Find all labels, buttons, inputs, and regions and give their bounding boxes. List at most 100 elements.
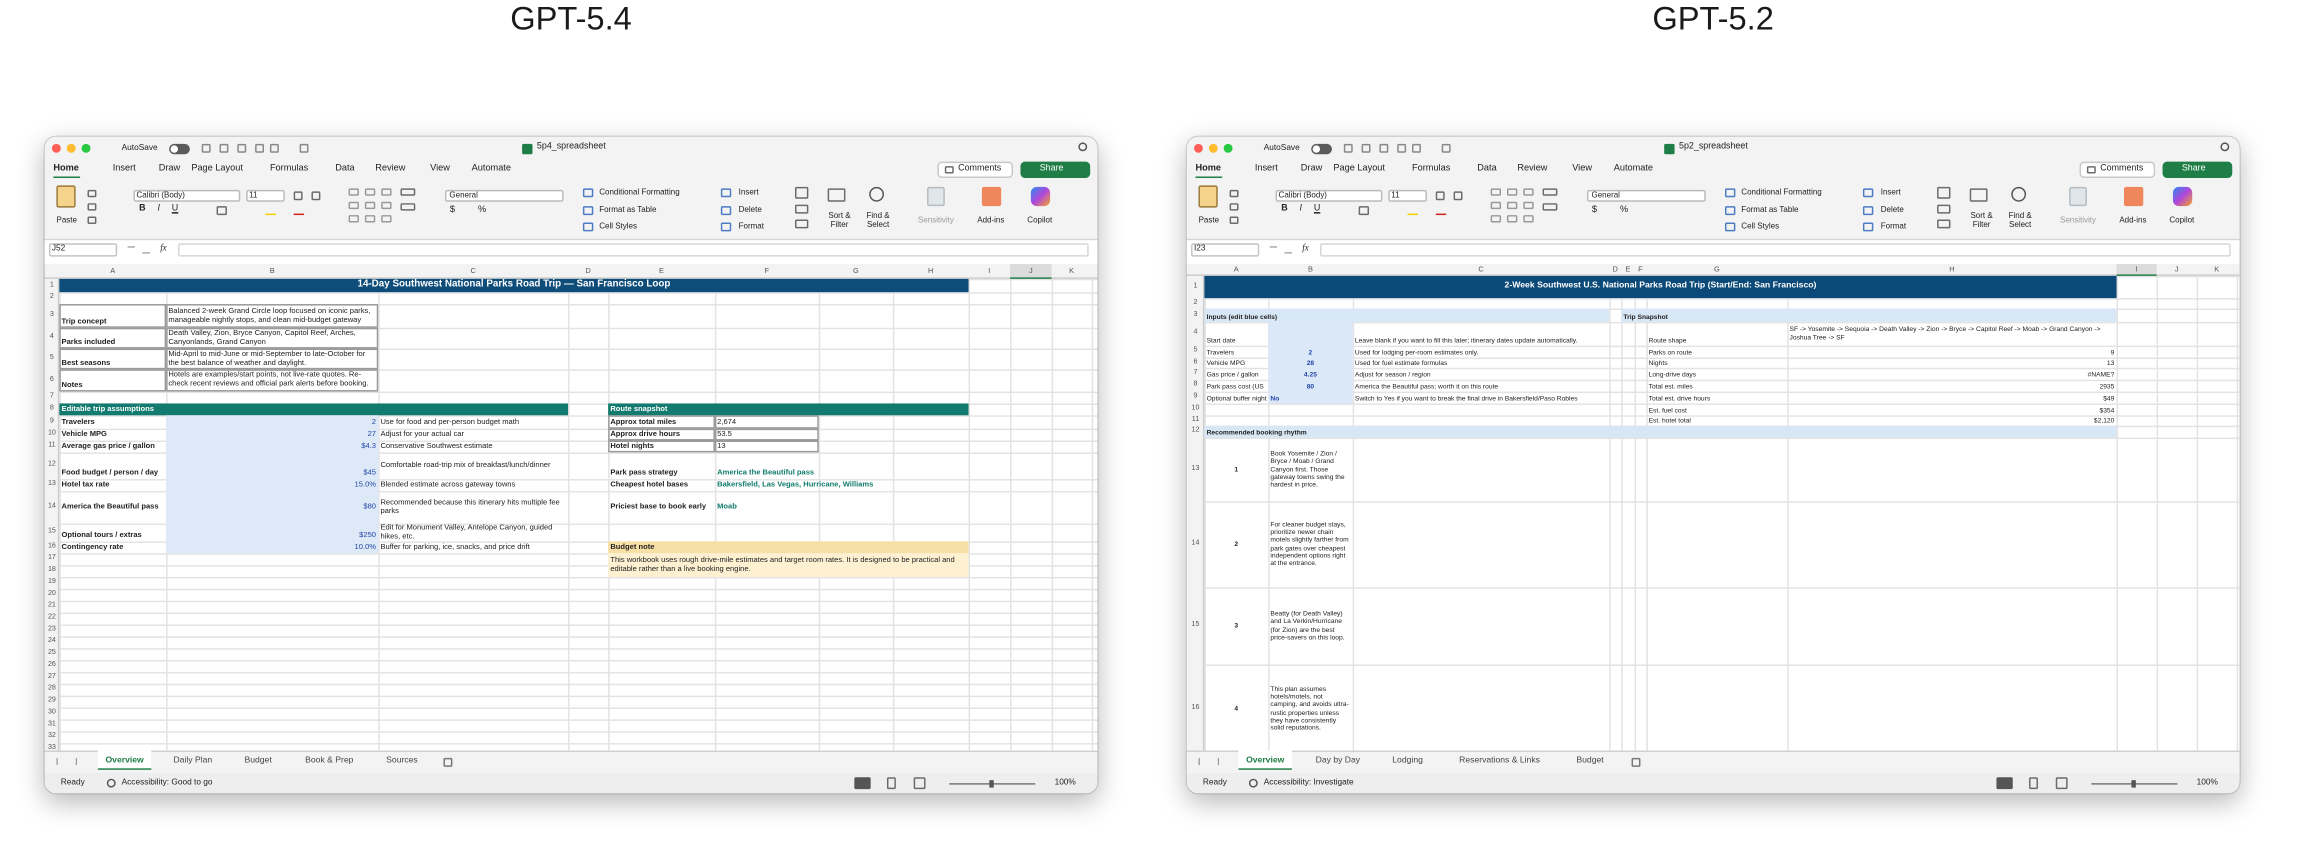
ribbon-tab[interactable]: View	[430, 163, 450, 174]
row-header: 8	[1193, 381, 1198, 389]
cells-button[interactable]: Format	[738, 221, 764, 231]
tool-button[interactable]: Add-ins	[2119, 216, 2147, 225]
styles-button[interactable]: Format as Table	[1741, 205, 1799, 215]
comments-button[interactable]	[2079, 161, 2156, 178]
sheet-tab[interactable]: Daily Plan	[173, 756, 213, 766]
view-normal[interactable]	[1996, 777, 2013, 790]
sheet-tab[interactable]: Sources	[386, 756, 418, 766]
style-button[interactable]: U	[1313, 205, 1321, 214]
paste-icon[interactable]	[1198, 185, 1218, 208]
sheet-tab[interactable]: Day by Day	[1315, 756, 1361, 766]
autosave-toggle[interactable]	[1311, 143, 1332, 154]
cells-button[interactable]: Insert	[1880, 187, 1901, 197]
styles-button[interactable]: Conditional Formatting	[1741, 187, 1822, 197]
cells-button[interactable]: Insert	[738, 187, 759, 197]
ribbon-tab[interactable]: Draw	[158, 163, 181, 174]
accessibility-status[interactable]: Accessibility: Good to go	[121, 777, 213, 787]
number-button[interactable]: $	[1591, 204, 1598, 216]
paste-icon[interactable]	[56, 185, 76, 208]
window-control[interactable]	[1208, 143, 1218, 153]
cells-button[interactable]: Delete	[738, 205, 762, 215]
sheet-tab[interactable]: Overview	[1246, 756, 1285, 766]
styles-button[interactable]: Format as Table	[599, 205, 657, 215]
name-box[interactable]	[1191, 243, 1260, 257]
tool-button[interactable]: Sensitivity	[2059, 216, 2097, 225]
search-icon[interactable]	[1078, 142, 1088, 152]
font-size-box[interactable]	[1388, 189, 1427, 202]
ribbon-tab[interactable]: Page Layout	[1333, 163, 1385, 174]
editing-button[interactable]: Find & Select	[866, 212, 890, 231]
window-control[interactable]	[1223, 143, 1233, 153]
add-sheet[interactable]	[443, 757, 453, 767]
font-size-box[interactable]	[246, 189, 285, 202]
editing-button[interactable]: Find & Select	[2008, 212, 2032, 231]
ribbon-tab[interactable]: Review	[375, 163, 406, 174]
share-button[interactable]	[2162, 161, 2233, 178]
comments-button[interactable]	[937, 161, 1014, 178]
style-button[interactable]: B	[139, 205, 146, 214]
ribbon-tab[interactable]: View	[1572, 163, 1592, 174]
formula-input[interactable]	[177, 243, 1089, 257]
styles-button[interactable]: Cell Styles	[1741, 221, 1780, 231]
ribbon-tab[interactable]: Automate	[471, 163, 511, 174]
cell-text: Parks included	[61, 338, 116, 348]
number-button[interactable]: %	[1620, 204, 1629, 216]
cells-button[interactable]: Delete	[1880, 205, 1904, 215]
editing-button[interactable]: Sort & Filter	[828, 212, 851, 231]
ribbon-tab[interactable]: Draw	[1300, 163, 1323, 174]
autosave-toggle[interactable]	[169, 143, 190, 154]
paste-label[interactable]: Paste	[56, 216, 77, 225]
tool-button[interactable]: Add-ins	[977, 216, 1005, 225]
number-button[interactable]: $	[449, 204, 455, 216]
file-name[interactable]: 5p4_spreadsheet	[536, 142, 606, 152]
sheet-tab[interactable]: Book & Prep	[305, 756, 354, 766]
style-button[interactable]: U	[171, 205, 179, 214]
name-box[interactable]	[48, 243, 118, 257]
paste-label[interactable]: Paste	[1198, 216, 1220, 225]
sheet-tab[interactable]: Budget	[1576, 756, 1604, 766]
font-box[interactable]	[133, 189, 241, 202]
ribbon-tab[interactable]: Home	[53, 163, 79, 174]
number-format-box[interactable]	[444, 189, 564, 202]
formula-input[interactable]	[1320, 243, 2231, 257]
search-icon[interactable]	[2220, 142, 2230, 152]
styles-button[interactable]: Cell Styles	[599, 221, 638, 231]
style-button[interactable]: B	[1281, 205, 1288, 214]
view-normal[interactable]	[854, 777, 871, 790]
window-control[interactable]	[1194, 143, 1203, 153]
sheet-tab[interactable]: Lodging	[1392, 756, 1423, 766]
style-button[interactable]: I	[157, 205, 160, 214]
ribbon-tab[interactable]: Review	[1517, 163, 1548, 174]
icon	[237, 143, 247, 153]
tool-button[interactable]: Copilot	[2169, 216, 2195, 225]
sheet-tab[interactable]: Reservations & Links	[1459, 756, 1540, 766]
ribbon-tab[interactable]: Insert	[112, 163, 136, 174]
number-button[interactable]: %	[477, 204, 487, 216]
ribbon-tab[interactable]: Formulas	[1412, 163, 1451, 174]
share-button[interactable]	[1020, 161, 1091, 178]
ribbon-tab[interactable]: Data	[1477, 163, 1497, 174]
ribbon-tab[interactable]: Home	[1195, 163, 1221, 174]
add-sheet[interactable]	[1631, 757, 1641, 767]
font-box[interactable]	[1275, 189, 1383, 202]
styles-button[interactable]: Conditional Formatting	[599, 187, 680, 197]
ribbon-tab[interactable]: Formulas	[269, 163, 309, 174]
style-button[interactable]: I	[1299, 205, 1303, 214]
window-control[interactable]	[66, 143, 76, 153]
cell-text: 15.0%	[354, 481, 376, 491]
ribbon-tab[interactable]: Insert	[1254, 163, 1278, 174]
ribbon-tab[interactable]: Data	[335, 163, 355, 174]
window-control[interactable]	[81, 143, 91, 153]
accessibility-status[interactable]: Accessibility: Investigate	[1263, 777, 1354, 787]
tool-button[interactable]: Copilot	[1027, 216, 1053, 225]
number-format-box[interactable]	[1587, 189, 1706, 202]
tool-button[interactable]: Sensitivity	[917, 216, 954, 225]
file-name[interactable]: 5p2_spreadsheet	[1679, 142, 1748, 152]
sheet-tab[interactable]: Budget	[244, 756, 272, 766]
sheet-tab[interactable]: Overview	[105, 756, 144, 766]
window-control[interactable]	[51, 143, 61, 153]
ribbon-tab[interactable]: Page Layout	[191, 163, 243, 174]
editing-button[interactable]: Sort & Filter	[1970, 212, 1993, 231]
cells-button[interactable]: Format	[1880, 221, 1907, 231]
ribbon-tab[interactable]: Automate	[1613, 163, 1654, 174]
